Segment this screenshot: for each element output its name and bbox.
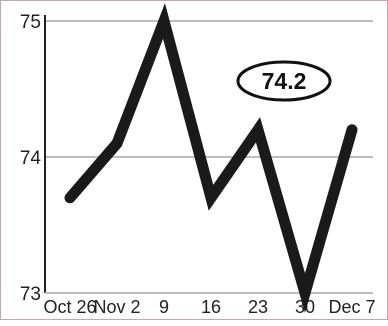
series bbox=[64, 3, 358, 313]
x-tick-label: 23 bbox=[248, 297, 268, 317]
y-tick-label: 73 bbox=[20, 284, 41, 305]
data-point bbox=[257, 128, 259, 131]
x-tick-label: 16 bbox=[201, 297, 221, 317]
callout-ellipse bbox=[236, 60, 332, 102]
value-callout: 74.2 bbox=[236, 60, 332, 102]
x-tick-label: Nov 2 bbox=[93, 297, 140, 317]
data-point bbox=[116, 142, 118, 145]
data-point bbox=[304, 292, 306, 294]
grid-lines bbox=[45, 20, 373, 294]
x-tick-label: Dec 7 bbox=[328, 297, 375, 317]
data-point bbox=[163, 20, 165, 22]
x-tick-label: 9 bbox=[159, 297, 169, 317]
axes bbox=[44, 15, 373, 294]
data-point bbox=[351, 128, 353, 131]
y-tick-label: 74 bbox=[20, 148, 42, 169]
y-tick-labels: 73 74 75 bbox=[20, 12, 42, 305]
callout-value: 74.2 bbox=[262, 68, 307, 94]
x-tick-label: Oct 26 bbox=[43, 297, 96, 317]
data-point bbox=[210, 196, 212, 199]
y-tick-label: 75 bbox=[20, 12, 41, 33]
data-point bbox=[69, 196, 71, 199]
